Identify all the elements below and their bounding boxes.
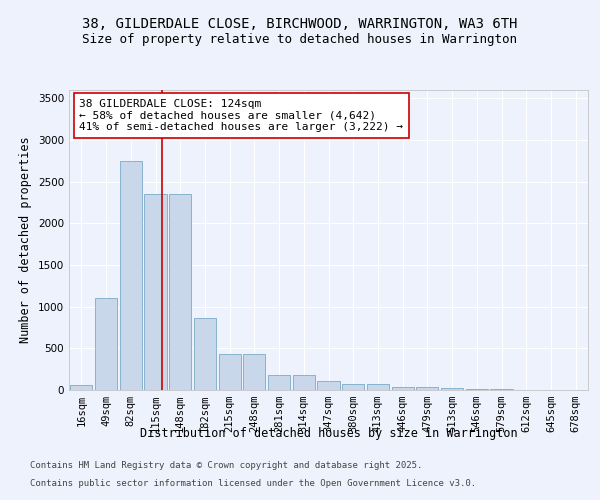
Bar xyxy=(466,389,488,390)
Bar xyxy=(441,388,463,390)
Bar xyxy=(70,385,92,390)
Bar xyxy=(243,354,265,390)
Bar xyxy=(194,318,216,390)
Text: 38, GILDERDALE CLOSE, BIRCHWOOD, WARRINGTON, WA3 6TH: 38, GILDERDALE CLOSE, BIRCHWOOD, WARRING… xyxy=(82,18,518,32)
Bar xyxy=(95,298,117,390)
Text: Distribution of detached houses by size in Warrington: Distribution of detached houses by size … xyxy=(140,428,518,440)
Text: Size of property relative to detached houses in Warrington: Size of property relative to detached ho… xyxy=(83,32,517,46)
Bar xyxy=(119,161,142,390)
Text: Contains public sector information licensed under the Open Government Licence v3: Contains public sector information licen… xyxy=(30,478,476,488)
Bar xyxy=(145,194,167,390)
Text: 38 GILDERDALE CLOSE: 124sqm
← 58% of detached houses are smaller (4,642)
41% of : 38 GILDERDALE CLOSE: 124sqm ← 58% of det… xyxy=(79,99,403,132)
Bar xyxy=(367,384,389,390)
Bar xyxy=(293,376,315,390)
Bar xyxy=(416,386,439,390)
Bar xyxy=(169,194,191,390)
Bar xyxy=(392,386,414,390)
Bar xyxy=(490,389,512,390)
Text: Contains HM Land Registry data © Crown copyright and database right 2025.: Contains HM Land Registry data © Crown c… xyxy=(30,461,422,470)
Bar xyxy=(218,354,241,390)
Y-axis label: Number of detached properties: Number of detached properties xyxy=(19,136,32,344)
Bar xyxy=(317,381,340,390)
Bar xyxy=(268,376,290,390)
Bar xyxy=(342,384,364,390)
